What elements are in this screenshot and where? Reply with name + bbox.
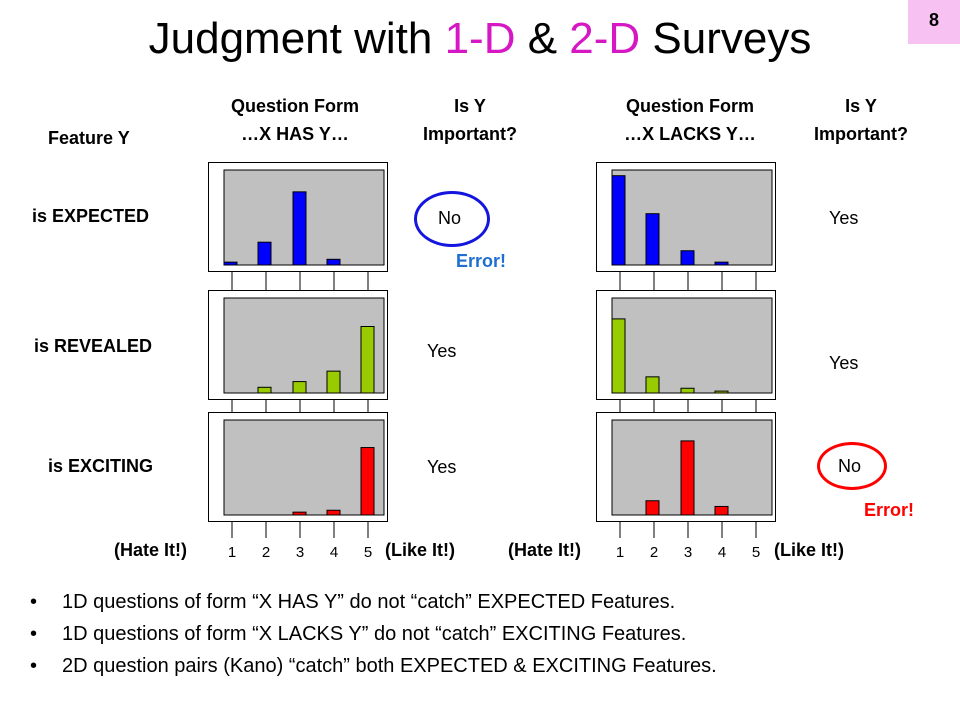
error-label-has: Error! bbox=[456, 251, 507, 271]
title-part: & bbox=[515, 14, 570, 63]
x-tick-label: 4 bbox=[330, 544, 338, 561]
bar-3 bbox=[680, 440, 695, 516]
hate-label-left: (Hate It!) bbox=[114, 540, 187, 560]
has-answer-revealed: Yes bbox=[427, 341, 457, 361]
bar-5 bbox=[360, 447, 375, 516]
right-form-line2: …X LACKS Y… bbox=[624, 124, 756, 144]
bar-4 bbox=[326, 258, 341, 266]
chart-has-revealed bbox=[208, 290, 388, 400]
bar-5 bbox=[360, 326, 375, 394]
x-tick-label: 3 bbox=[296, 544, 304, 561]
bar-4 bbox=[714, 261, 729, 266]
chart-lacks-expected bbox=[596, 162, 776, 272]
bullet-item: 1D questions of form “X HAS Y” do not “c… bbox=[24, 586, 717, 618]
bar-4 bbox=[326, 509, 341, 516]
lacks-answer-revealed: Yes bbox=[829, 353, 859, 373]
plot-area bbox=[223, 419, 385, 516]
chart-has-exciting bbox=[208, 412, 388, 522]
title-part: 2-D bbox=[569, 14, 641, 63]
hate-label-right: (Hate It!) bbox=[508, 540, 581, 560]
x-tick-label: 1 bbox=[228, 544, 236, 561]
bar-3 bbox=[680, 387, 695, 394]
chart-has-expected bbox=[208, 162, 388, 272]
bar-1 bbox=[611, 175, 626, 266]
bar-4 bbox=[714, 505, 729, 516]
bar-2 bbox=[257, 241, 272, 266]
right-imp-line1: Is Y bbox=[845, 96, 877, 116]
bullet-list: 1D questions of form “X HAS Y” do not “c… bbox=[24, 586, 717, 682]
x-tick-label: 2 bbox=[262, 544, 270, 561]
left-importance-header: Is Y Important? bbox=[395, 92, 545, 148]
right-imp-line2: Important? bbox=[814, 124, 908, 144]
slide-number: 8 bbox=[908, 0, 960, 44]
left-imp-line1: Is Y bbox=[454, 96, 486, 116]
right-importance-header: Is Y Important? bbox=[786, 92, 936, 148]
lacks-answer-expected: Yes bbox=[829, 208, 859, 228]
row-label-exciting: is EXCITING bbox=[48, 456, 154, 476]
right-form-line1: Question Form bbox=[625, 96, 754, 116]
feature-header: Feature Y bbox=[48, 128, 130, 148]
right-form-header: Question Form …X LACKS Y… bbox=[585, 92, 795, 148]
bar-3 bbox=[292, 511, 307, 516]
title-part: Judgment with bbox=[148, 14, 445, 63]
x-tick-label: 2 bbox=[650, 544, 658, 561]
chart-lacks-revealed bbox=[596, 290, 776, 400]
bar-1 bbox=[611, 318, 626, 394]
chart-lacks-exciting bbox=[596, 412, 776, 522]
x-tick-labels-left: 1 2 3 4 5 bbox=[228, 544, 372, 561]
bar-3 bbox=[680, 250, 695, 266]
like-label-right: (Like It!) bbox=[774, 540, 844, 560]
bar-2 bbox=[645, 213, 660, 266]
title-part: Surveys bbox=[640, 14, 812, 63]
title-part: 1-D bbox=[444, 14, 516, 63]
left-form-line1: Question Form bbox=[230, 96, 359, 116]
lacks-answer-exciting: No bbox=[838, 456, 862, 476]
error-oval-has bbox=[414, 191, 490, 247]
x-tick-label: 3 bbox=[684, 544, 692, 561]
has-answer-exciting: Yes bbox=[427, 457, 457, 477]
slide-title: Judgment with 1-D & 2-D Surveys bbox=[0, 14, 960, 64]
x-tick-label: 1 bbox=[616, 544, 624, 561]
row-label-revealed: is REVEALED bbox=[34, 336, 153, 356]
x-tick-labels-right: 1 2 3 4 5 bbox=[616, 544, 760, 561]
bar-2 bbox=[645, 376, 660, 394]
left-form-header: Question Form …X HAS Y… bbox=[190, 92, 400, 148]
plot-area bbox=[611, 169, 773, 266]
bar-4 bbox=[326, 370, 341, 394]
error-oval-lacks bbox=[817, 442, 887, 490]
bar-4 bbox=[714, 390, 729, 394]
error-label-lacks: Error! bbox=[864, 500, 915, 520]
row-label-expected: is EXPECTED bbox=[32, 206, 150, 226]
plot-area bbox=[611, 297, 773, 394]
x-tick-label: 5 bbox=[752, 544, 760, 561]
bar-2 bbox=[645, 500, 660, 516]
bullet-item: 1D questions of form “X LACKS Y” do not … bbox=[24, 618, 717, 650]
bar-3 bbox=[292, 381, 307, 394]
bar-2 bbox=[257, 386, 272, 394]
left-imp-line2: Important? bbox=[423, 124, 517, 144]
bullet-item: 2D question pairs (Kano) “catch” both EX… bbox=[24, 650, 717, 682]
x-tick-label: 5 bbox=[364, 544, 372, 561]
x-tick-label: 4 bbox=[718, 544, 726, 561]
plot-area bbox=[223, 297, 385, 394]
has-answer-expected: No bbox=[438, 208, 462, 228]
bar-3 bbox=[292, 191, 307, 266]
bar-1 bbox=[223, 261, 238, 266]
left-form-line2: …X HAS Y… bbox=[241, 124, 349, 144]
like-label-left: (Like It!) bbox=[385, 540, 455, 560]
